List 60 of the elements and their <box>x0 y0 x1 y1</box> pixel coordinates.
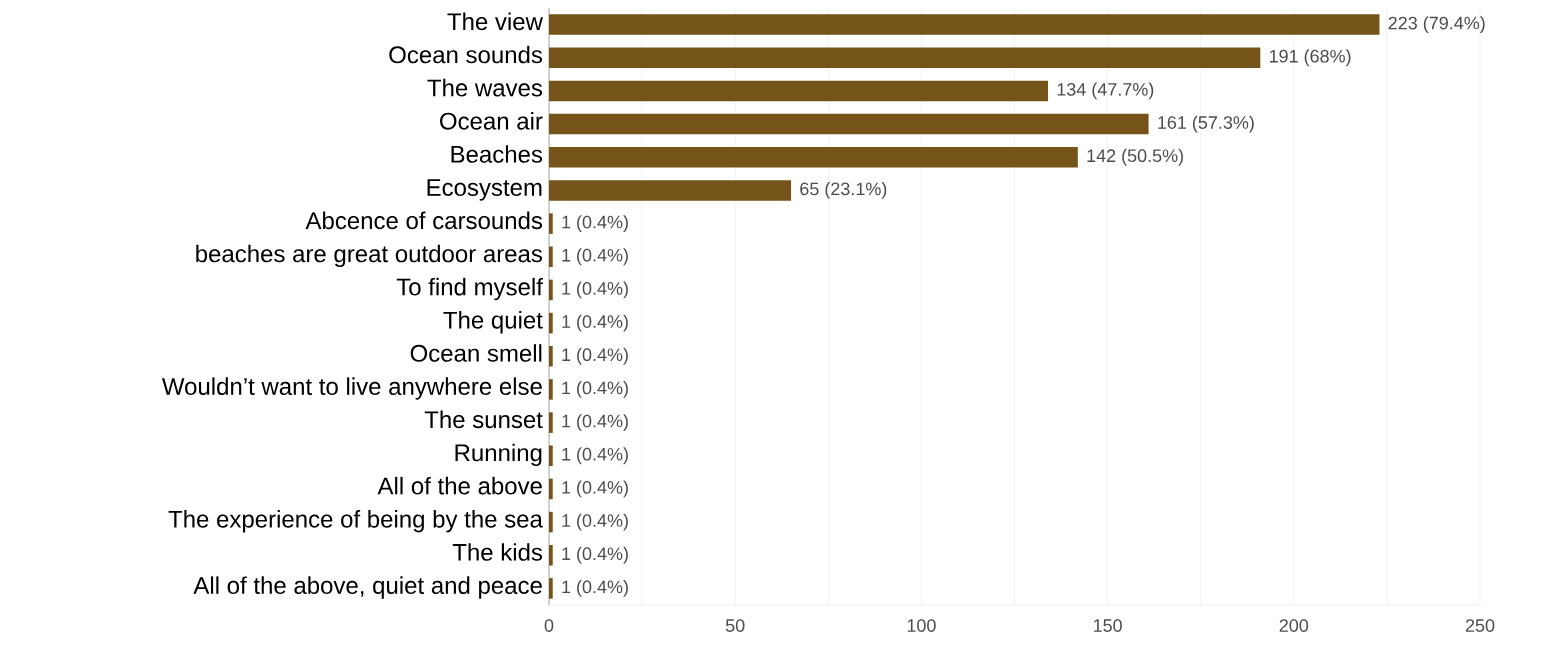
y-tick-label: The view <box>447 12 543 31</box>
y-tick-label: All of the above, quiet and peace <box>193 576 542 599</box>
bar <box>549 80 1049 102</box>
data-label: 191 (68%) <box>1269 49 1351 67</box>
data-label: 1 (0.4%) <box>562 580 628 597</box>
x-tick-label: 150 <box>1093 619 1122 632</box>
y-tick-label: The waves <box>427 78 543 97</box>
data-label: 1 (0.4%) <box>562 513 628 531</box>
data-label: 1 (0.4%) <box>562 314 628 332</box>
data-label: 65 (23.1%) <box>800 182 887 199</box>
bar <box>549 412 553 433</box>
bar <box>549 279 553 301</box>
bar <box>549 478 553 500</box>
data-label: 1 (0.4%) <box>562 347 628 365</box>
data-label: 223 (79.4%) <box>1388 16 1485 33</box>
bar <box>549 213 553 234</box>
data-label: 1 (0.4%) <box>562 381 628 398</box>
bar <box>549 113 1149 135</box>
bar <box>549 246 553 268</box>
y-tick-label: beaches are great outdoor areas <box>196 244 543 268</box>
x-tick-label: 0 <box>544 619 554 632</box>
data-label: 134 (47.7%) <box>1057 82 1154 100</box>
bar <box>549 578 553 599</box>
y-tick-label: Ocean sounds <box>389 45 543 64</box>
y-tick-label: The quiet <box>443 311 543 334</box>
y-tick-label: Beaches <box>451 145 543 163</box>
bar <box>549 180 792 201</box>
bar <box>549 47 1261 69</box>
bar <box>549 146 1078 168</box>
data-label: 161 (57.3%) <box>1158 115 1254 133</box>
y-tick-label: Running <box>455 443 542 467</box>
y-tick-label: To find myself <box>396 277 543 301</box>
bar <box>549 345 553 367</box>
y-tick-label: The kids <box>452 543 543 561</box>
y-tick-label: Ocean air <box>440 112 543 130</box>
data-label: 1 (0.4%) <box>562 281 628 299</box>
bar <box>549 511 553 533</box>
bar <box>549 445 553 467</box>
data-label: 1 (0.4%) <box>562 447 628 465</box>
bar <box>549 14 1380 35</box>
y-tick-label: Abcence of carsounds <box>305 211 543 230</box>
data-label: 1 (0.4%) <box>562 248 628 266</box>
x-tick-label: 50 <box>725 619 745 632</box>
x-tick-label: 200 <box>1279 619 1309 632</box>
data-label: 1 (0.4%) <box>562 480 628 498</box>
data-label: 1 (0.4%) <box>562 414 628 431</box>
data-label: 142 (50.5%) <box>1087 148 1183 166</box>
data-label: 1 (0.4%) <box>562 215 628 232</box>
bar <box>549 312 553 334</box>
x-tick-label: 100 <box>907 619 936 632</box>
data-label: 1 (0.4%) <box>562 546 628 564</box>
bar <box>549 544 553 566</box>
bar <box>549 379 553 400</box>
y-tick-label: All of the above <box>377 476 542 495</box>
y-tick-label: The sunset <box>424 410 543 429</box>
y-tick-label: Ocean smell <box>410 344 542 362</box>
y-tick-label: Wouldn’t want to live anywhere else <box>161 377 542 400</box>
y-tick-label: Ecosystem <box>427 179 542 201</box>
y-tick-label: The experience of being by the sea <box>168 510 543 533</box>
x-tick-label: 250 <box>1465 619 1495 632</box>
